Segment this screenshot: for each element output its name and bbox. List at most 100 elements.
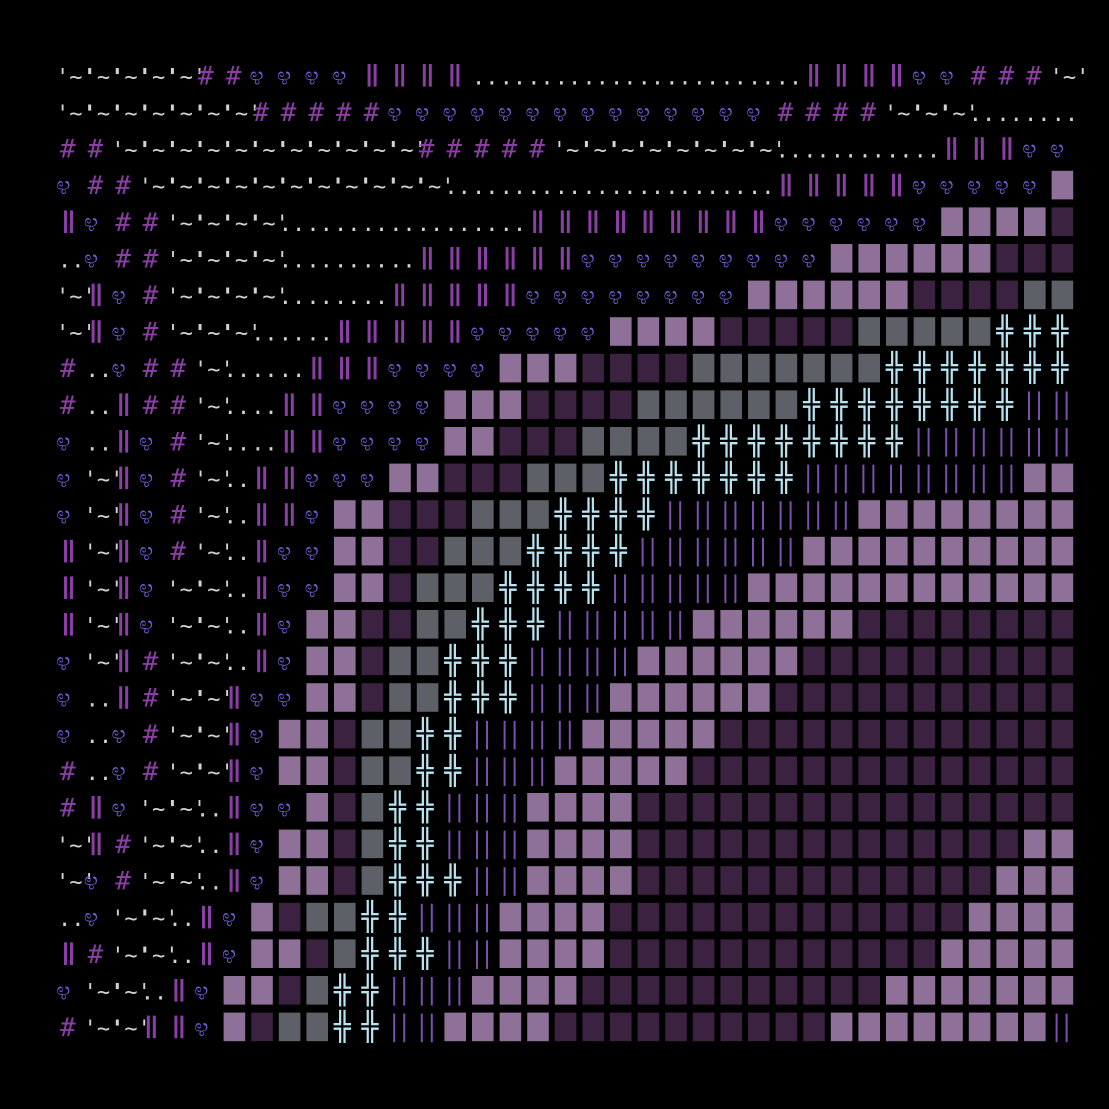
dots-glyph: .. bbox=[693, 65, 720, 90]
shade-block bbox=[803, 793, 825, 822]
shade-block bbox=[775, 866, 798, 895]
bar-glyph bbox=[64, 576, 67, 599]
shade-block bbox=[416, 536, 439, 566]
ascii-cells: '~''~''~''~''~'# #೪ ೪ ೪ ೪...................… bbox=[56, 61, 1089, 1044]
bar-glyph bbox=[263, 649, 267, 673]
shade-block bbox=[968, 793, 991, 822]
block-glyph bbox=[1024, 829, 1046, 859]
shade-block bbox=[334, 793, 356, 822]
dense-block bbox=[858, 317, 880, 346]
bar-glyph bbox=[649, 210, 653, 233]
line-glyph bbox=[927, 464, 930, 494]
shade-block bbox=[941, 610, 963, 639]
block-glyph bbox=[306, 866, 328, 895]
block-glyph bbox=[1051, 500, 1074, 529]
bar-glyph bbox=[257, 539, 261, 563]
bar-glyph bbox=[898, 173, 901, 197]
hash-glyph: # bbox=[60, 391, 76, 421]
line-glyph bbox=[1065, 428, 1068, 457]
tilde-glyph: '~' bbox=[56, 285, 96, 310]
shade-block bbox=[748, 719, 770, 749]
tilde-glyph: '~' bbox=[84, 468, 124, 493]
swirl-glyph: ೪ bbox=[525, 281, 540, 311]
bar-glyph bbox=[809, 173, 813, 197]
block-glyph bbox=[251, 902, 273, 932]
swirl-glyph: ೪ bbox=[912, 171, 927, 201]
shade-block bbox=[1051, 683, 1074, 712]
dense-block bbox=[1051, 280, 1074, 310]
swirl-glyph: ೪ bbox=[277, 647, 292, 677]
block-glyph bbox=[830, 244, 853, 273]
swirl-glyph: ೪ bbox=[470, 98, 485, 128]
block-glyph bbox=[886, 976, 908, 1005]
tilde-glyph: '~' bbox=[746, 139, 786, 164]
dots-glyph: .. bbox=[969, 102, 996, 127]
line-glyph bbox=[448, 903, 451, 933]
dots-glyph: .. bbox=[1024, 102, 1051, 127]
dense-block bbox=[803, 353, 825, 383]
bar-glyph bbox=[91, 796, 95, 819]
bar-glyph bbox=[257, 613, 261, 636]
shade-block bbox=[720, 793, 742, 822]
swirl-glyph: ೪ bbox=[884, 208, 899, 238]
tilde-glyph: '~' bbox=[56, 834, 96, 859]
hash-glyph: # bbox=[143, 354, 159, 384]
tilde-glyph: '~' bbox=[166, 797, 206, 822]
tilde-glyph: '~' bbox=[56, 65, 96, 90]
swirl-glyph: ೪ bbox=[718, 244, 733, 274]
block-glyph bbox=[996, 536, 1018, 566]
bar-glyph bbox=[119, 686, 123, 709]
cross-glyph: ╬ bbox=[719, 423, 738, 458]
bar-glyph bbox=[428, 247, 432, 270]
swirl-glyph: ೪ bbox=[139, 427, 154, 457]
block-glyph bbox=[1051, 829, 1074, 859]
swirl-glyph: ೪ bbox=[636, 244, 651, 274]
block-glyph bbox=[830, 610, 853, 639]
shade-block bbox=[830, 719, 853, 749]
dots-glyph: .. bbox=[279, 248, 306, 273]
dots-glyph: .. bbox=[224, 541, 251, 566]
block-glyph bbox=[858, 500, 880, 529]
dots-glyph: .. bbox=[472, 175, 499, 200]
line-glyph bbox=[614, 574, 616, 603]
dense-block bbox=[389, 756, 411, 785]
shade-block bbox=[886, 829, 908, 859]
block-glyph bbox=[941, 244, 963, 273]
line-glyph bbox=[420, 903, 423, 933]
swirl-glyph: ೪ bbox=[249, 61, 264, 91]
bar-glyph bbox=[152, 1015, 156, 1039]
bar-glyph bbox=[511, 283, 515, 307]
bar-glyph bbox=[842, 173, 846, 197]
bar-glyph bbox=[125, 430, 129, 453]
block-glyph bbox=[582, 793, 604, 822]
shade-block bbox=[775, 829, 798, 859]
block-glyph bbox=[996, 939, 1018, 968]
swirl-glyph: ೪ bbox=[498, 98, 513, 128]
bar-glyph bbox=[842, 64, 846, 87]
bar-glyph bbox=[146, 1015, 150, 1039]
shade-block bbox=[996, 280, 1018, 310]
hash-glyph: # bbox=[226, 61, 242, 91]
dense-block bbox=[389, 646, 411, 676]
cross-glyph: ╬ bbox=[692, 460, 711, 495]
block-glyph bbox=[941, 939, 963, 968]
line-glyph bbox=[706, 537, 709, 567]
bar-glyph bbox=[401, 320, 405, 343]
block-glyph bbox=[665, 646, 687, 676]
line-glyph bbox=[486, 903, 488, 933]
block-glyph bbox=[665, 719, 687, 749]
tilde-glyph: '~' bbox=[139, 871, 179, 896]
shade-block bbox=[748, 756, 770, 785]
shade-block bbox=[637, 1012, 660, 1042]
tilde-glyph: '~' bbox=[166, 139, 206, 164]
line-glyph bbox=[669, 501, 672, 530]
tilde-glyph: '~' bbox=[194, 724, 234, 749]
swirl-glyph: ೪ bbox=[139, 501, 154, 531]
block-glyph bbox=[941, 976, 963, 1005]
block-glyph bbox=[996, 573, 1018, 602]
bar-glyph bbox=[864, 173, 868, 197]
block-glyph bbox=[610, 756, 632, 785]
bar-glyph bbox=[760, 210, 763, 233]
dense-block bbox=[941, 317, 963, 346]
bar-glyph bbox=[450, 247, 454, 270]
